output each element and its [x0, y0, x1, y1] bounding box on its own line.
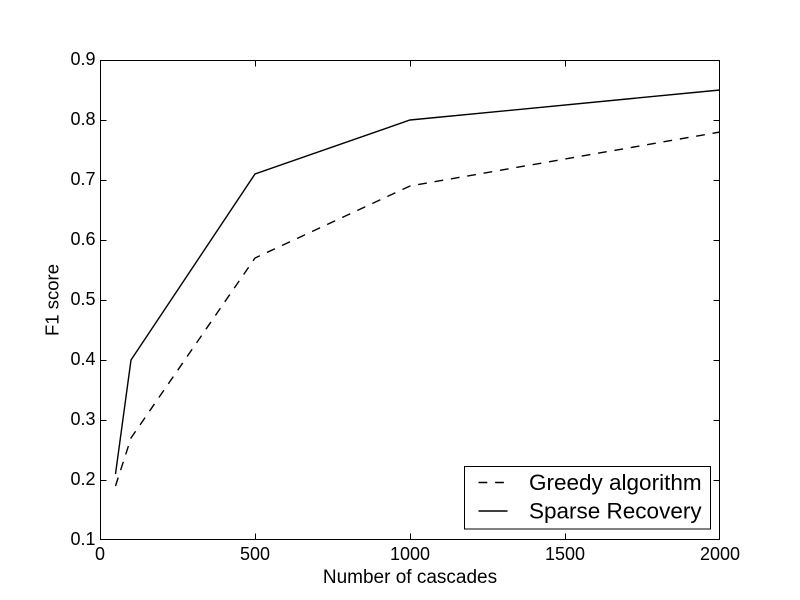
svg-text:0.3: 0.3	[70, 409, 95, 429]
svg-text:0: 0	[95, 544, 105, 564]
svg-text:0.7: 0.7	[70, 169, 95, 189]
svg-text:0.8: 0.8	[70, 109, 95, 129]
svg-text:1000: 1000	[390, 544, 430, 564]
svg-text:0.2: 0.2	[70, 469, 95, 489]
svg-text:0.5: 0.5	[70, 289, 95, 309]
svg-text:0.4: 0.4	[70, 349, 95, 369]
svg-text:Greedy algorithm: Greedy algorithm	[529, 470, 702, 495]
svg-text:1500: 1500	[545, 544, 585, 564]
svg-text:0.1: 0.1	[70, 529, 95, 549]
svg-text:Number of cascades: Number of cascades	[323, 567, 497, 588]
svg-text:0.9: 0.9	[70, 49, 95, 69]
svg-text:F1 score: F1 score	[42, 264, 63, 336]
svg-text:0.6: 0.6	[70, 229, 95, 249]
svg-text:Sparse Recovery: Sparse Recovery	[529, 499, 702, 524]
svg-text:2000: 2000	[700, 544, 740, 564]
svg-text:500: 500	[240, 544, 270, 564]
